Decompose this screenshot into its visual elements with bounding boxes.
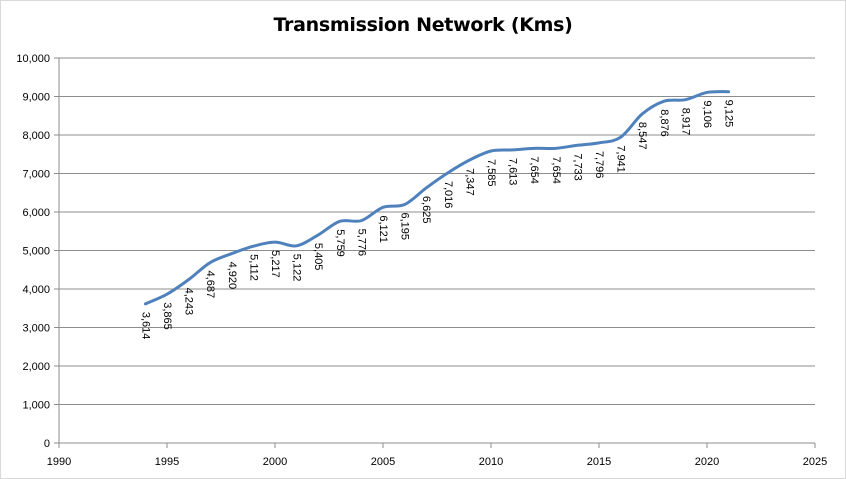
data-label: 6,121 <box>377 215 389 243</box>
data-label: 7,941 <box>615 145 627 173</box>
data-label: 5,112 <box>247 254 259 281</box>
x-tick-label: 2015 <box>587 456 611 468</box>
data-label: 7,654 <box>528 156 540 184</box>
y-tick-label: 10,000 <box>16 53 50 65</box>
x-tick-label: 2010 <box>479 456 503 468</box>
data-label: 5,217 <box>269 250 281 278</box>
y-tick-label: 4,000 <box>22 284 50 296</box>
y-tick-label: 2,000 <box>22 361 50 373</box>
data-label: 7,733 <box>571 153 583 181</box>
data-label: 9,125 <box>723 100 735 128</box>
data-label: 8,876 <box>658 109 670 137</box>
y-tick-label: 0 <box>44 438 50 450</box>
data-label: 7,613 <box>507 158 519 186</box>
data-label: 7,347 <box>463 168 475 196</box>
data-label: 5,405 <box>312 243 324 271</box>
y-tick-label: 8,000 <box>22 130 50 142</box>
x-tick-label: 1990 <box>47 456 71 468</box>
x-tick-label: 1995 <box>155 456 179 468</box>
data-label: 7,016 <box>442 181 454 209</box>
data-label: 9,106 <box>701 100 713 128</box>
series-group <box>143 90 731 306</box>
x-tick-label: 2005 <box>371 456 395 468</box>
x-axis-ticks: 1990 1995 2000 2005 2010 2015 2020 2025 <box>47 443 827 468</box>
x-tick-label: 2020 <box>695 456 719 468</box>
x-tick-label: 2025 <box>803 456 827 468</box>
data-label: 3,865 <box>161 302 173 330</box>
y-tick-label: 6,000 <box>22 207 50 219</box>
data-label: 6,195 <box>399 212 411 240</box>
data-label: 4,687 <box>204 271 216 299</box>
y-axis-ticks: 0 1,000 2,000 3,000 4,000 5,000 6,000 7,000 8,00… <box>16 53 59 450</box>
y-tick-label: 5,000 <box>22 246 50 258</box>
y-tick-label: 7,000 <box>22 169 50 181</box>
data-label: 4,920 <box>226 262 238 290</box>
data-label: 4,243 <box>183 288 195 316</box>
data-label: 7,585 <box>485 159 497 187</box>
series-line <box>143 90 731 306</box>
y-tick-label: 1,000 <box>22 400 50 412</box>
data-label: 5,776 <box>355 229 367 257</box>
data-label: 7,654 <box>550 156 562 184</box>
data-labels: 3,614 3,865 4,243 4,687 4,920 5,112 5,217 5,122… <box>139 100 734 340</box>
data-label: 7,796 <box>593 151 605 179</box>
data-label: 3,614 <box>139 312 151 340</box>
y-tick-label: 9,000 <box>22 92 50 104</box>
data-label: 5,759 <box>334 229 346 257</box>
gridlines <box>59 57 815 405</box>
data-label: 5,122 <box>291 254 303 282</box>
chart-title: Transmission Network (Kms) <box>273 14 573 36</box>
data-label: 8,917 <box>679 108 691 136</box>
data-label: 6,625 <box>420 196 432 224</box>
y-tick-label: 3,000 <box>22 323 50 335</box>
x-tick-label: 2000 <box>263 456 287 468</box>
data-label: 8,547 <box>636 122 648 150</box>
